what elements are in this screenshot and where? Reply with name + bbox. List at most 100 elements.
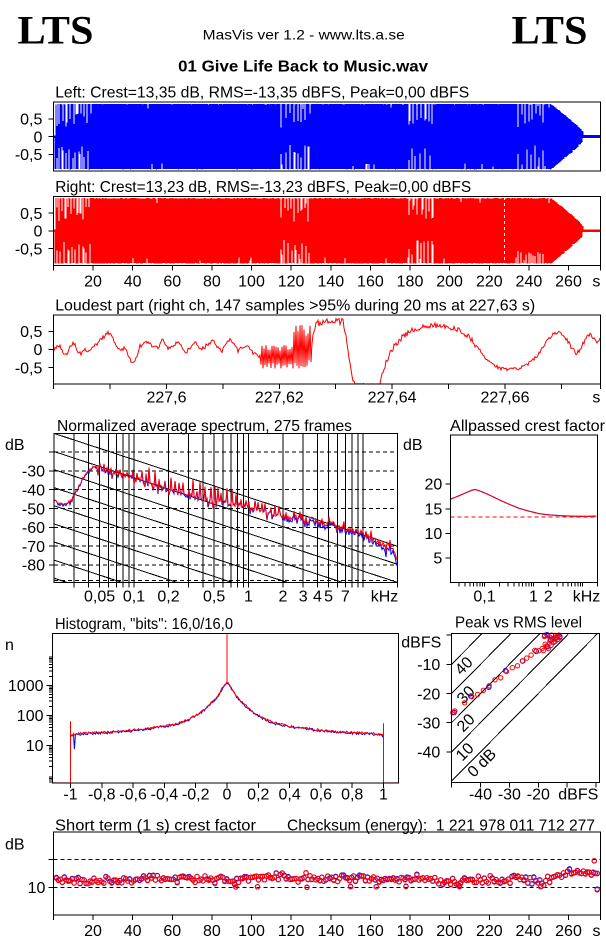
svg-text:-60: -60 [22,520,45,537]
svg-text:227,64: 227,64 [368,390,417,407]
svg-text:-20: -20 [417,686,440,703]
svg-text:60: 60 [163,923,181,940]
svg-text:-40: -40 [417,745,440,762]
svg-text:-0,5: -0,5 [15,360,43,377]
svg-text:0,8: 0,8 [341,787,363,804]
svg-text:-50: -50 [22,501,45,518]
svg-text:20: 20 [425,477,443,494]
svg-text:200: 200 [436,923,463,940]
svg-text:240: 240 [516,274,543,291]
svg-text:-40: -40 [22,483,45,500]
svg-text:-30: -30 [22,464,45,481]
svg-text:5: 5 [324,589,333,606]
svg-text:180: 180 [397,923,424,940]
svg-text:10: 10 [26,738,44,755]
svg-text:260: 260 [555,274,582,291]
svg-text:20: 20 [84,274,102,291]
svg-text:1: 1 [244,589,253,606]
svg-text:40: 40 [124,923,142,940]
svg-text:-80: -80 [22,558,45,575]
svg-text:0,2: 0,2 [157,589,179,606]
svg-text:220: 220 [476,274,503,291]
svg-text:Short term (1 s) crest factor: Short term (1 s) crest factor [55,817,257,834]
svg-text:Normalized average spectrum, 2: Normalized average spectrum, 275 frames [57,418,352,435]
svg-text:0,5: 0,5 [20,206,42,223]
svg-text:Right: Crest=13,23 dB, RMS=-13: Right: Crest=13,23 dB, RMS=-13,23 dBFS, … [55,179,471,196]
svg-text:-30: -30 [498,787,521,804]
svg-text:0,05: 0,05 [84,589,115,606]
svg-text:80: 80 [203,274,221,291]
svg-text:-0,6: -0,6 [119,787,147,804]
svg-text:160: 160 [357,274,384,291]
svg-text:0,5: 0,5 [203,589,225,606]
svg-text:Histogram, "bits": 16,0/16,0: Histogram, "bits": 16,0/16,0 [55,616,233,633]
svg-text:60: 60 [163,274,181,291]
svg-text:s: s [592,274,600,291]
svg-text:-70: -70 [22,539,45,556]
svg-text:-0,5: -0,5 [15,241,43,258]
svg-text:-10: -10 [417,657,440,674]
svg-text:dB: dB [403,437,423,454]
svg-text:0,4: 0,4 [278,787,300,804]
svg-text:dB: dB [5,837,25,854]
svg-text:260: 260 [555,923,582,940]
svg-text:MasVis ver 1.2 - www.lts.a.se: MasVis ver 1.2 - www.lts.a.se [203,27,405,43]
svg-text:10: 10 [28,880,46,897]
svg-text:0,2: 0,2 [247,787,269,804]
svg-text:0: 0 [33,129,42,146]
svg-text:120: 120 [278,274,305,291]
svg-text:Left: Crest=13,35 dB, RMS=-13,: Left: Crest=13,35 dB, RMS=-13,35 dBFS, P… [55,84,469,101]
svg-text:5: 5 [433,551,442,568]
svg-text:140: 140 [317,923,344,940]
svg-text:0,1: 0,1 [123,589,145,606]
svg-text:220: 220 [476,923,503,940]
svg-text:Peak vs RMS level: Peak vs RMS level [455,615,582,632]
svg-text:2: 2 [544,589,553,606]
svg-text:kHz: kHz [371,589,399,606]
svg-text:100: 100 [17,708,44,725]
svg-text:0,5: 0,5 [20,324,42,341]
svg-text:227,66: 227,66 [481,390,530,407]
svg-text:10: 10 [425,526,443,543]
svg-text:4: 4 [313,589,322,606]
svg-text:s: s [593,923,601,940]
svg-text:kHz: kHz [573,589,601,606]
svg-text:Allpassed crest factor: Allpassed crest factor [450,418,606,435]
svg-text:1: 1 [529,589,538,606]
svg-text:Checksum (energy): 1 221 978: Checksum (energy): 1 221 978 011 712 277 [287,817,595,834]
svg-text:0: 0 [33,342,42,359]
svg-text:0,6: 0,6 [310,787,332,804]
svg-text:-40: -40 [469,787,492,804]
svg-text:40: 40 [124,274,142,291]
svg-text:180: 180 [397,274,424,291]
svg-text:80: 80 [203,923,221,940]
svg-text:01 Give Life Back to Music.wav: 01 Give Life Back to Music.wav [178,58,428,75]
svg-text:dB: dB [5,437,25,454]
svg-text:-0,2: -0,2 [182,787,210,804]
svg-text:1000: 1000 [8,678,44,695]
svg-text:-0,4: -0,4 [151,787,179,804]
svg-text:0,1: 0,1 [473,589,495,606]
svg-text:s: s [592,390,600,407]
svg-text:7: 7 [341,589,350,606]
svg-text:120: 120 [278,923,305,940]
svg-text:0: 0 [223,787,232,804]
svg-text:100: 100 [238,923,265,940]
svg-text:Loudest part (right ch, 147 sa: Loudest part (right ch, 147 samples >95%… [55,298,535,315]
svg-text:160: 160 [357,923,384,940]
svg-text:1: 1 [379,787,388,804]
svg-text:15: 15 [425,501,443,518]
svg-text:140: 140 [317,274,344,291]
svg-text:dBFS: dBFS [401,635,441,652]
svg-text:200: 200 [436,274,463,291]
svg-text:0,5: 0,5 [20,112,42,129]
svg-text:3: 3 [299,589,308,606]
svg-text:0: 0 [33,224,42,241]
svg-text:-0,5: -0,5 [15,147,43,164]
svg-text:227,62: 227,62 [255,390,304,407]
svg-text:dBFS: dBFS [558,787,598,804]
svg-text:-30: -30 [417,716,440,733]
svg-text:2: 2 [279,589,288,606]
svg-text:20: 20 [84,923,102,940]
svg-text:240: 240 [516,923,543,940]
